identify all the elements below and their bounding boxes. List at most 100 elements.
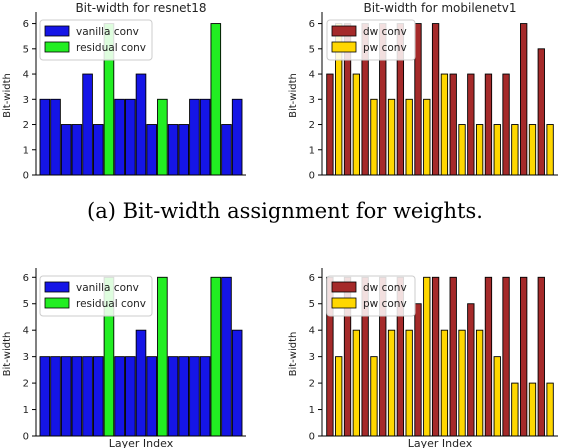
bar-3-8 xyxy=(114,356,125,437)
bar-3-10 xyxy=(135,329,147,437)
y-tick-label: 2 xyxy=(309,120,315,131)
y-tick-label: 0 xyxy=(309,171,315,182)
bar-3-4 xyxy=(71,356,83,437)
bar-2-8 xyxy=(387,98,396,176)
bar-2-1 xyxy=(326,73,334,176)
bar-3-2 xyxy=(50,356,61,437)
y-tick-label: 5 xyxy=(309,299,315,310)
y-tick-label: 2 xyxy=(309,379,315,390)
bar-4-25 xyxy=(537,276,545,437)
y-tick-label: 6 xyxy=(23,273,29,284)
y-tick-label: 5 xyxy=(309,44,315,55)
bar-4-2 xyxy=(335,356,343,437)
x-axis-label: Layer Index xyxy=(109,437,174,448)
bar-3-18 xyxy=(221,276,232,437)
bar-1-9 xyxy=(125,98,136,176)
legend-label: dw conv xyxy=(363,26,407,38)
y-tick-label: 2 xyxy=(23,379,29,390)
legend: vanilla conv residual conv xyxy=(39,19,153,61)
chart-panel-2: 0 1 2 3 4 5 6 Bit-width Bit-width for mobilenetv… xyxy=(288,1,558,182)
bar-3-14 xyxy=(178,356,190,437)
bar-1-18 xyxy=(221,124,232,176)
legend-swatch xyxy=(44,41,70,53)
figure-caption: (a) Bit-width assignment for weights. xyxy=(87,199,483,223)
chart-panel-4: 0 1 2 3 4 5 6 Bit-width Layer Index dw conv pw con… xyxy=(288,268,558,448)
bar-2-10 xyxy=(405,98,413,176)
bar-2-21 xyxy=(502,73,510,176)
bar-3-16 xyxy=(199,356,211,437)
y-tick-label: 3 xyxy=(23,95,29,106)
y-tick-label: 5 xyxy=(23,44,29,55)
legend-label: residual conv xyxy=(76,42,146,54)
y-tick-label: 1 xyxy=(309,405,315,416)
y-tick-label: 3 xyxy=(309,95,315,106)
legend: dw conv pw conv xyxy=(326,19,416,61)
y-tick-label: 2 xyxy=(23,120,29,131)
bar-1-12 xyxy=(157,98,168,176)
legend-label: dw conv xyxy=(363,282,407,294)
bar-2-14 xyxy=(440,73,449,176)
bar-2-12 xyxy=(423,98,431,176)
y-tick-label: 3 xyxy=(309,352,315,363)
y-tick-label: 4 xyxy=(23,326,29,337)
y-tick-label: 1 xyxy=(23,405,29,416)
legend-swatch xyxy=(331,41,357,53)
bar-1-14 xyxy=(178,124,190,176)
bar-4-14 xyxy=(440,329,449,437)
y-axis-label: Bit-width xyxy=(2,332,13,377)
bar-1-2 xyxy=(50,98,61,176)
y-axis-label: Bit-width xyxy=(2,73,13,118)
bar-3-1 xyxy=(39,356,51,437)
bar-3-19 xyxy=(231,329,243,437)
bar-2-19 xyxy=(484,73,493,176)
bar-4-22 xyxy=(511,382,519,437)
bar-3-11 xyxy=(146,356,157,437)
legend-swatch xyxy=(44,297,70,309)
legend-swatch xyxy=(44,281,70,293)
bar-2-25 xyxy=(537,48,545,176)
bar-4-15 xyxy=(449,276,457,437)
bar-1-8 xyxy=(114,98,125,176)
legend-swatch xyxy=(331,281,357,293)
bar-1-19 xyxy=(231,98,243,176)
bar-4-11 xyxy=(414,303,422,437)
bar-3-5 xyxy=(82,356,93,437)
legend: dw conv pw conv xyxy=(326,275,416,317)
bar-4-10 xyxy=(405,329,413,437)
bar-2-6 xyxy=(370,98,378,176)
y-tick-label: 0 xyxy=(309,432,315,443)
bar-1-5 xyxy=(82,73,93,176)
y-tick-label: 6 xyxy=(309,19,315,30)
bar-4-13 xyxy=(431,276,440,437)
bar-3-6 xyxy=(92,356,104,437)
y-tick-label: 3 xyxy=(23,352,29,363)
bar-3-15 xyxy=(189,356,200,437)
y-axis-label: Bit-width xyxy=(288,73,299,118)
bar-4-24 xyxy=(528,382,537,437)
legend-swatch xyxy=(331,297,357,309)
chart-title: Bit-width for mobilenetv1 xyxy=(364,1,517,15)
bar-1-17 xyxy=(210,23,222,176)
chart-panel-1: 0 1 2 3 4 5 6 Bit-width Bit-width for resnet18 va… xyxy=(2,1,246,182)
bar-3-3 xyxy=(60,356,72,437)
y-tick-label: 4 xyxy=(23,70,29,81)
bar-1-16 xyxy=(199,98,211,176)
bar-2-26 xyxy=(546,124,554,176)
y-tick-label: 1 xyxy=(23,145,29,156)
bar-2-18 xyxy=(475,124,484,176)
bar-2-17 xyxy=(467,73,475,176)
bar-4-21 xyxy=(502,276,510,437)
bar-2-11 xyxy=(414,23,422,176)
legend-label: pw conv xyxy=(363,42,407,54)
bar-1-13 xyxy=(167,124,179,176)
y-tick-label: 4 xyxy=(309,70,315,81)
bar-2-22 xyxy=(511,124,519,176)
bar-4-20 xyxy=(493,356,501,437)
chart-panel-3: 0 1 2 3 4 5 6 Bit-width Layer Index vanilla conv r… xyxy=(2,268,246,448)
y-tick-label: 5 xyxy=(23,299,29,310)
legend-label: residual conv xyxy=(76,298,146,310)
bar-1-3 xyxy=(60,124,72,176)
bar-3-13 xyxy=(167,356,179,437)
x-axis-label: Layer Index xyxy=(408,437,473,448)
